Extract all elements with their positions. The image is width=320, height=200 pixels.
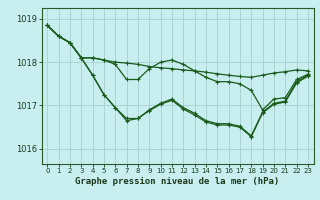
X-axis label: Graphe pression niveau de la mer (hPa): Graphe pression niveau de la mer (hPa) bbox=[76, 177, 280, 186]
